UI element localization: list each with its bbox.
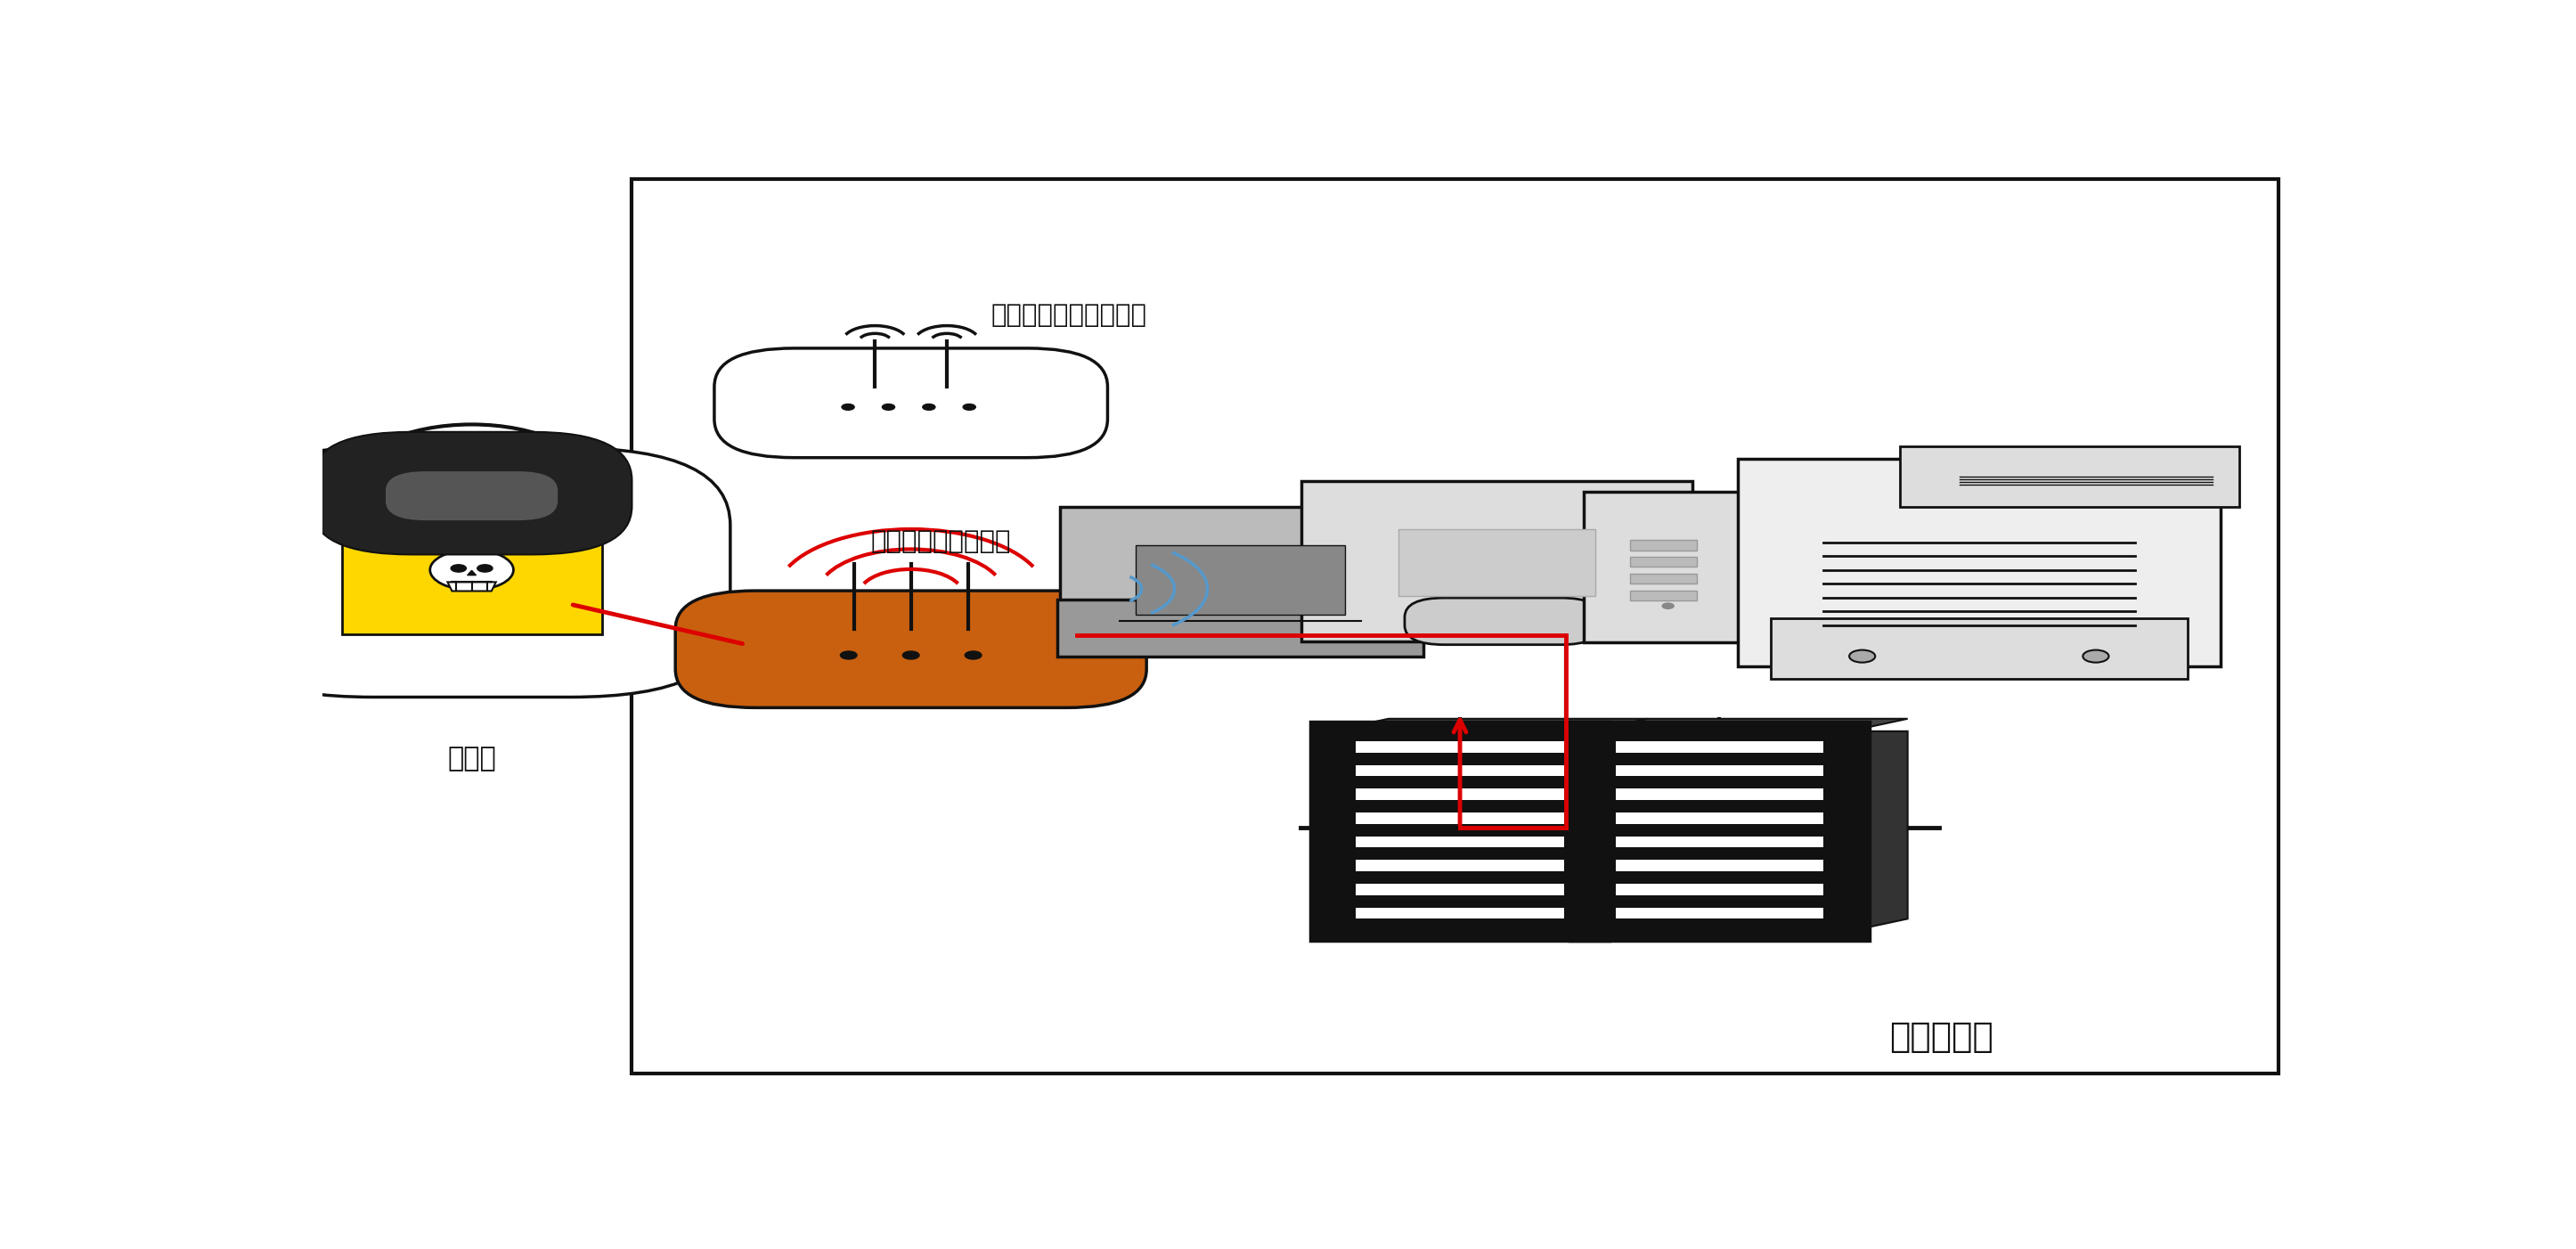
Circle shape bbox=[922, 403, 935, 410]
Circle shape bbox=[840, 651, 858, 659]
Bar bbox=[1615, 741, 1824, 752]
Polygon shape bbox=[1589, 731, 1649, 932]
Circle shape bbox=[430, 550, 513, 590]
Bar bbox=[1615, 861, 1824, 872]
FancyBboxPatch shape bbox=[1399, 530, 1595, 596]
Bar bbox=[1355, 837, 1564, 848]
FancyBboxPatch shape bbox=[1569, 722, 1870, 940]
FancyBboxPatch shape bbox=[1301, 481, 1692, 642]
FancyBboxPatch shape bbox=[1631, 573, 1698, 583]
FancyBboxPatch shape bbox=[1736, 458, 2221, 666]
Bar bbox=[1615, 837, 1824, 848]
Bar bbox=[1355, 908, 1564, 919]
Bar bbox=[1355, 813, 1564, 824]
Bar bbox=[1355, 884, 1564, 896]
Bar bbox=[1355, 861, 1564, 872]
Circle shape bbox=[1850, 649, 1875, 662]
Circle shape bbox=[963, 403, 976, 410]
FancyBboxPatch shape bbox=[386, 471, 559, 521]
Circle shape bbox=[350, 425, 592, 541]
Polygon shape bbox=[1329, 718, 1649, 731]
FancyBboxPatch shape bbox=[343, 513, 603, 634]
FancyBboxPatch shape bbox=[1136, 546, 1345, 615]
Circle shape bbox=[966, 651, 981, 659]
Bar bbox=[1615, 813, 1824, 824]
FancyBboxPatch shape bbox=[1770, 618, 2187, 678]
Circle shape bbox=[451, 565, 466, 572]
Circle shape bbox=[1662, 603, 1674, 608]
Text: 機密サーバ: 機密サーバ bbox=[1888, 1020, 1994, 1054]
Polygon shape bbox=[448, 582, 497, 591]
Bar bbox=[1615, 884, 1824, 896]
FancyBboxPatch shape bbox=[1631, 557, 1698, 567]
Circle shape bbox=[842, 403, 855, 410]
Bar bbox=[1615, 764, 1824, 777]
FancyBboxPatch shape bbox=[1631, 540, 1698, 550]
Bar bbox=[1355, 789, 1564, 801]
Bar bbox=[1615, 908, 1824, 919]
FancyBboxPatch shape bbox=[312, 432, 631, 555]
FancyBboxPatch shape bbox=[1311, 722, 1610, 940]
FancyBboxPatch shape bbox=[1631, 591, 1698, 601]
Circle shape bbox=[902, 651, 920, 659]
FancyBboxPatch shape bbox=[675, 591, 1146, 708]
Polygon shape bbox=[1850, 731, 1909, 932]
FancyBboxPatch shape bbox=[214, 448, 729, 697]
FancyBboxPatch shape bbox=[1404, 598, 1600, 644]
FancyBboxPatch shape bbox=[1059, 507, 1422, 649]
Bar bbox=[1355, 764, 1564, 777]
FancyBboxPatch shape bbox=[714, 348, 1108, 457]
Polygon shape bbox=[466, 571, 477, 576]
Bar bbox=[1615, 789, 1824, 801]
Circle shape bbox=[477, 565, 492, 572]
Bar bbox=[1355, 741, 1564, 752]
Text: 本物アクセスポイント: 本物アクセスポイント bbox=[992, 304, 1146, 328]
FancyBboxPatch shape bbox=[1584, 492, 1752, 642]
Text: 攻撃者: 攻撃者 bbox=[448, 746, 497, 772]
FancyBboxPatch shape bbox=[1901, 446, 2239, 507]
FancyBboxPatch shape bbox=[1059, 600, 1422, 657]
Text: 偽アクセスポイント: 偽アクセスポイント bbox=[871, 530, 1012, 555]
Bar bbox=[631, 179, 2280, 1073]
Circle shape bbox=[881, 403, 894, 410]
Polygon shape bbox=[1589, 718, 1909, 731]
Circle shape bbox=[2084, 649, 2110, 662]
